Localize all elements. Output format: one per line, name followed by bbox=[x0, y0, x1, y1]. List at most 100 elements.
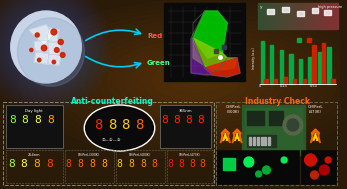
Text: 8: 8 bbox=[140, 159, 146, 169]
Text: 8: 8 bbox=[8, 159, 15, 169]
Bar bbox=[324, 10, 331, 15]
Polygon shape bbox=[191, 38, 213, 75]
Bar bbox=[277, 3, 278, 29]
Bar bbox=[308, 3, 310, 29]
Text: Off/PerL
(473K): Off/PerL (473K) bbox=[308, 105, 323, 114]
Bar bbox=[312, 8, 319, 13]
Text: 0.25: 0.25 bbox=[280, 84, 288, 88]
Polygon shape bbox=[49, 54, 61, 65]
Circle shape bbox=[35, 33, 39, 37]
Text: 8: 8 bbox=[121, 118, 130, 132]
Bar bbox=[304, 3, 305, 29]
Bar bbox=[269, 137, 270, 145]
Circle shape bbox=[60, 53, 65, 57]
Text: 8: 8 bbox=[174, 115, 180, 125]
Bar bbox=[273, 3, 274, 29]
Polygon shape bbox=[193, 38, 237, 71]
Text: Off/PerL(473K): Off/PerL(473K) bbox=[179, 153, 200, 157]
Bar bbox=[322, 3, 323, 29]
Bar bbox=[253, 137, 255, 145]
Text: Intensity (a.u.): Intensity (a.u.) bbox=[252, 47, 256, 69]
Bar bbox=[299, 59, 302, 84]
Text: 8: 8 bbox=[117, 159, 122, 169]
Bar bbox=[266, 3, 268, 29]
Text: 8: 8 bbox=[197, 115, 204, 125]
Text: 0: 0 bbox=[259, 84, 261, 88]
Text: 365nm: 365nm bbox=[178, 109, 192, 113]
Bar bbox=[311, 3, 312, 29]
Bar bbox=[328, 47, 331, 84]
Bar bbox=[336, 3, 337, 29]
Text: 8: 8 bbox=[162, 115, 168, 125]
Bar bbox=[289, 3, 290, 29]
Text: 8: 8 bbox=[46, 159, 53, 169]
Bar bbox=[283, 3, 284, 29]
Polygon shape bbox=[49, 42, 61, 55]
Circle shape bbox=[319, 165, 329, 175]
Bar bbox=[305, 3, 306, 29]
Bar bbox=[163, 3, 245, 81]
Bar bbox=[264, 137, 266, 145]
Bar bbox=[333, 3, 334, 29]
Bar bbox=[65, 150, 113, 183]
Text: 8: 8 bbox=[101, 159, 107, 169]
Text: 8: 8 bbox=[94, 118, 102, 132]
Text: Off/PerL(400K): Off/PerL(400K) bbox=[129, 153, 151, 157]
Bar bbox=[247, 135, 276, 147]
Polygon shape bbox=[47, 28, 59, 42]
Bar bbox=[270, 45, 273, 84]
Bar bbox=[329, 3, 330, 29]
Bar bbox=[261, 137, 263, 145]
Bar bbox=[261, 3, 262, 29]
Bar bbox=[275, 3, 276, 29]
Bar bbox=[301, 3, 302, 29]
Bar bbox=[310, 3, 311, 29]
Polygon shape bbox=[313, 133, 318, 141]
Bar bbox=[325, 3, 326, 29]
Bar bbox=[318, 52, 321, 84]
Text: Industry Check: Industry Check bbox=[245, 97, 310, 106]
Bar bbox=[249, 137, 251, 145]
Circle shape bbox=[11, 11, 81, 83]
Bar bbox=[282, 3, 283, 29]
Bar bbox=[259, 3, 260, 29]
Bar bbox=[300, 3, 301, 29]
Text: 8: 8 bbox=[33, 159, 40, 169]
Bar bbox=[291, 3, 292, 29]
Bar bbox=[279, 3, 280, 29]
Bar bbox=[315, 3, 316, 29]
Circle shape bbox=[244, 157, 254, 167]
Bar bbox=[215, 102, 337, 185]
Bar bbox=[263, 3, 264, 29]
Bar bbox=[297, 3, 298, 29]
Text: Red: Red bbox=[147, 33, 162, 39]
Text: 8: 8 bbox=[20, 159, 27, 169]
Text: 8: 8 bbox=[77, 159, 83, 169]
Bar bbox=[289, 54, 293, 84]
Text: Off/PerL
(300K): Off/PerL (300K) bbox=[226, 105, 241, 114]
Bar bbox=[264, 79, 268, 84]
Bar bbox=[319, 3, 320, 29]
Bar bbox=[299, 3, 300, 29]
Circle shape bbox=[311, 171, 319, 179]
Bar bbox=[285, 3, 286, 29]
Bar bbox=[324, 3, 325, 29]
Bar bbox=[337, 3, 338, 29]
Text: 8: 8 bbox=[47, 115, 54, 125]
Bar bbox=[335, 3, 336, 29]
Text: Off/PerL(300K): Off/PerL(300K) bbox=[78, 153, 100, 157]
Text: y: y bbox=[260, 5, 262, 9]
Circle shape bbox=[58, 39, 63, 45]
Polygon shape bbox=[232, 129, 242, 143]
Bar bbox=[262, 3, 263, 29]
Bar bbox=[268, 9, 274, 14]
Bar bbox=[281, 3, 282, 29]
Bar bbox=[280, 50, 283, 84]
Bar bbox=[313, 3, 314, 29]
Circle shape bbox=[51, 29, 57, 35]
Text: 8: 8 bbox=[34, 115, 41, 125]
Bar bbox=[276, 3, 277, 29]
Bar bbox=[307, 3, 308, 29]
Text: Anti-counterfeiting: Anti-counterfeiting bbox=[71, 97, 154, 106]
Bar bbox=[245, 108, 302, 152]
